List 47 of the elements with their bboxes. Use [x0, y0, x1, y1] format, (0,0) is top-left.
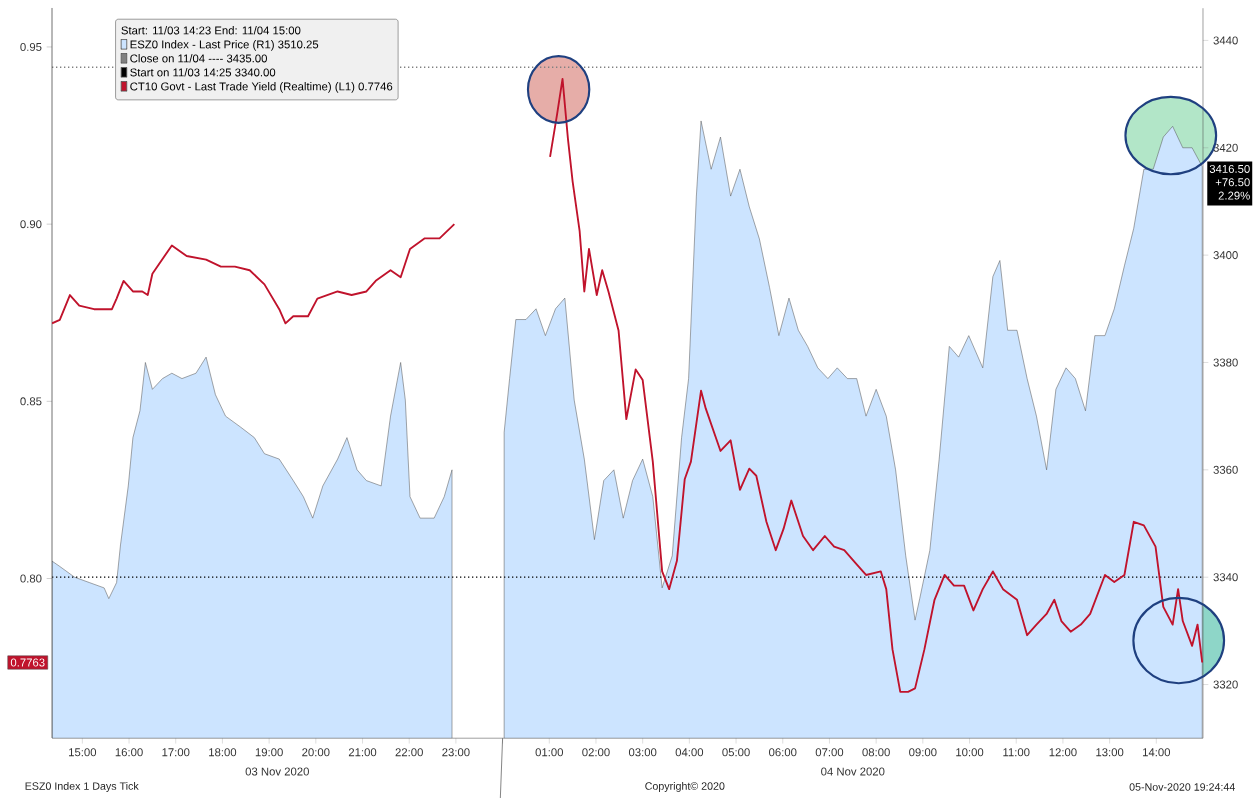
x-tick-label: 14:00 — [1142, 748, 1171, 757]
x-tick-label: 04:00 — [675, 748, 704, 757]
text: +76.50 — [1215, 178, 1250, 187]
x-tick-label: 02:00 — [582, 748, 610, 757]
text: 05-Nov-2020 19:24:44 — [1129, 783, 1235, 791]
x-tick-label: 01:00 — [535, 748, 564, 757]
y2-tick-label: 3360 — [1213, 465, 1238, 474]
x-tick-label: 10:00 — [956, 748, 984, 757]
x-tick-label: 12:00 — [1049, 748, 1077, 757]
legend-label: ESZ0 Index - Last Price (R1) 3510.25 — [130, 40, 319, 51]
y2-tick-label: 3440 — [1213, 36, 1238, 45]
y2-tick-label: 3320 — [1213, 680, 1238, 689]
legend-label: Start on 11/03 14:25 3340.00 — [130, 68, 276, 77]
x-tick-label: 03:00 — [628, 748, 657, 757]
x-tick-label: 16:00 — [115, 748, 143, 757]
x-tick-label: 23:00 — [442, 748, 470, 757]
text: 3416.50 — [1209, 164, 1250, 173]
x-tick-label: 08:00 — [862, 748, 890, 757]
x-tick-label: 15:00 — [69, 748, 97, 757]
y-tick-label: 0.90 — [20, 220, 42, 229]
ref-line-label: Close on 11/04 ---- 3435.00 — [130, 54, 267, 63]
text: 0.7763 — [10, 658, 45, 667]
x-tick-label: 07:00 — [815, 748, 844, 757]
text: 04 Nov 2020 — [821, 767, 885, 776]
x-tick-label: 06:00 — [769, 748, 797, 757]
y2-tick-label: 3340 — [1213, 573, 1238, 582]
text: 2.29% — [1218, 191, 1250, 200]
x-tick-label: 20:00 — [302, 748, 330, 757]
y2-tick-label: 3400 — [1213, 251, 1238, 260]
text: Copyright© 2020 — [645, 782, 725, 792]
x-tick-label: 17:00 — [162, 748, 190, 757]
text: ESZ0 Index 1 Days Tick — [25, 782, 139, 792]
y-tick-label: 0.80 — [20, 574, 42, 583]
x-tick-label: 05:00 — [722, 748, 750, 757]
x-tick-label: 21:00 — [348, 748, 377, 757]
x-tick-label: 13:00 — [1096, 748, 1124, 757]
y-tick-label: 0.85 — [20, 397, 42, 406]
legend-title: Start: 11/03 14:23 End: 11/04 15:00 — [121, 26, 301, 35]
x-tick-label: 19:00 — [255, 748, 283, 757]
x-tick-label: 11:00 — [1003, 748, 1030, 757]
y-tick-label: 0.95 — [20, 42, 42, 51]
x-tick-label: 22:00 — [395, 748, 423, 757]
x-tick-label: 09:00 — [909, 748, 937, 757]
x-tick-label: 18:00 — [209, 748, 237, 757]
legend-label: CT10 Govt - Last Trade Yield (Realtime) (L1) 0.7746 — [130, 82, 393, 93]
y2-tick-label: 3380 — [1213, 358, 1238, 367]
text: 03 Nov 2020 — [245, 767, 309, 776]
